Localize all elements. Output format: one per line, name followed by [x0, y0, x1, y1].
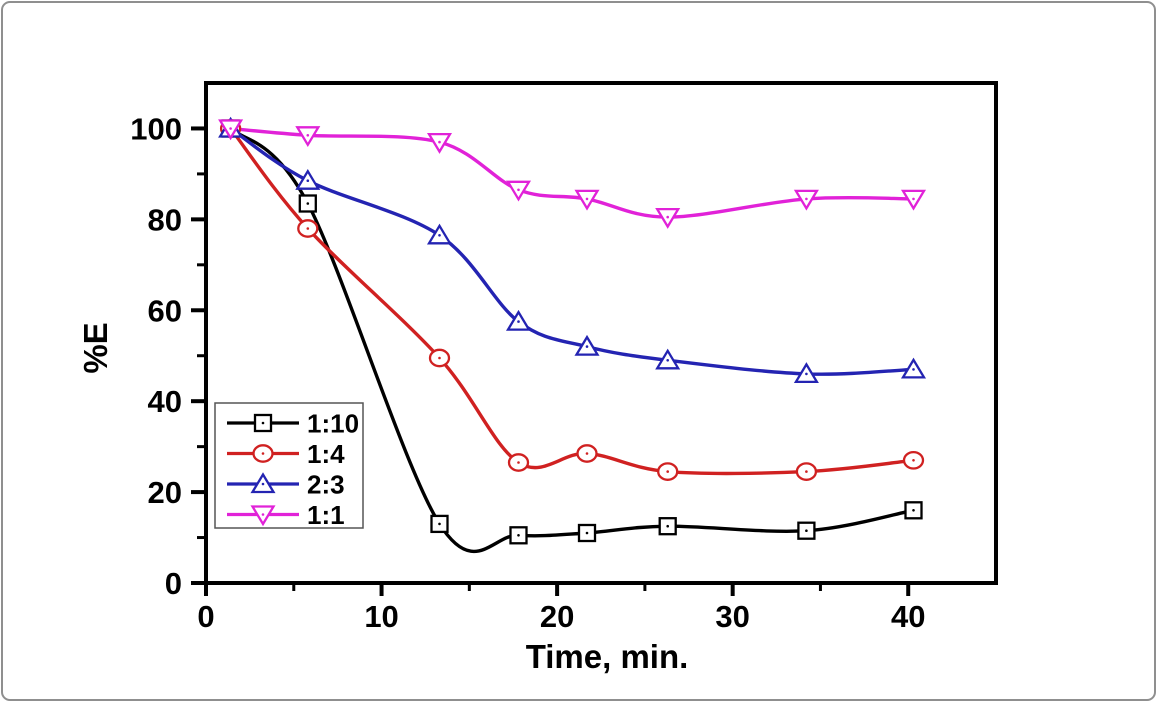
- y-tick-label: 60: [148, 293, 182, 328]
- marker-triangle-down: [505, 180, 532, 202]
- marker-circle: [657, 462, 679, 481]
- x-axis-title: Time, min.: [526, 638, 689, 675]
- marker-square: [253, 413, 273, 433]
- y-tick-label: 40: [148, 384, 182, 419]
- marker-triangle-down: [250, 505, 276, 527]
- marker-triangle-up: [900, 357, 927, 379]
- legend-item-1-10: 1:10: [227, 409, 359, 439]
- legend-label: 1:4: [307, 439, 345, 469]
- y-tick-label: 80: [148, 202, 182, 237]
- legend: 1:101:42:31:1: [214, 402, 364, 530]
- y-tick-label: 0: [165, 566, 182, 601]
- y-axis-title: %E: [77, 322, 114, 373]
- marker-triangle-down: [218, 119, 244, 141]
- legend-label: 1:10: [307, 409, 359, 439]
- marker-triangle-up: [793, 362, 819, 384]
- marker-circle: [297, 219, 319, 238]
- marker-triangle-down: [574, 189, 600, 211]
- marker-triangle-up: [250, 472, 276, 494]
- marker-circle: [576, 444, 598, 463]
- y-tick-label: 20: [148, 475, 182, 510]
- series-line-2-3: [228, 126, 916, 376]
- legend-item-1-4: 1:4: [227, 439, 345, 469]
- x-tick-label: 10: [364, 599, 398, 634]
- series-line-1-1: [228, 126, 916, 219]
- marker-square: [298, 194, 317, 213]
- marker-triangle-up: [295, 168, 321, 190]
- marker-square: [430, 514, 449, 534]
- marker-triangle-up: [426, 223, 453, 245]
- legend-item-1-1: 1:1: [227, 500, 345, 530]
- marker-triangle-up: [655, 348, 681, 370]
- marker-square: [658, 517, 677, 536]
- marker-triangle-up: [505, 309, 532, 331]
- marker-triangle-down: [295, 126, 321, 148]
- marker-triangle-down: [426, 132, 453, 154]
- marker-circle: [507, 453, 530, 472]
- x-tick-label: 40: [891, 599, 925, 634]
- legend-item-2-3: 2:3: [227, 470, 345, 500]
- marker-square: [797, 521, 816, 540]
- marker-triangle-up: [574, 334, 600, 356]
- marker-square: [577, 523, 597, 543]
- marker-triangle-down: [793, 189, 819, 211]
- x-tick-label: 0: [197, 599, 214, 634]
- x-tick-label: 20: [540, 599, 574, 634]
- legend-label: 2:3: [307, 470, 345, 500]
- marker-circle: [252, 444, 274, 463]
- legend-label: 1:1: [307, 500, 345, 530]
- series-markers-1-1: [218, 119, 927, 229]
- marker-triangle-down: [655, 207, 681, 229]
- marker-triangle-down: [900, 189, 927, 211]
- marker-circle: [428, 348, 451, 368]
- marker-square: [904, 501, 923, 520]
- marker-circle: [902, 450, 925, 470]
- plot-frame: [204, 81, 998, 585]
- marker-square: [509, 526, 528, 545]
- x-tick-label: 30: [715, 599, 749, 634]
- marker-circle: [795, 462, 818, 481]
- y-tick-label: 100: [130, 111, 182, 146]
